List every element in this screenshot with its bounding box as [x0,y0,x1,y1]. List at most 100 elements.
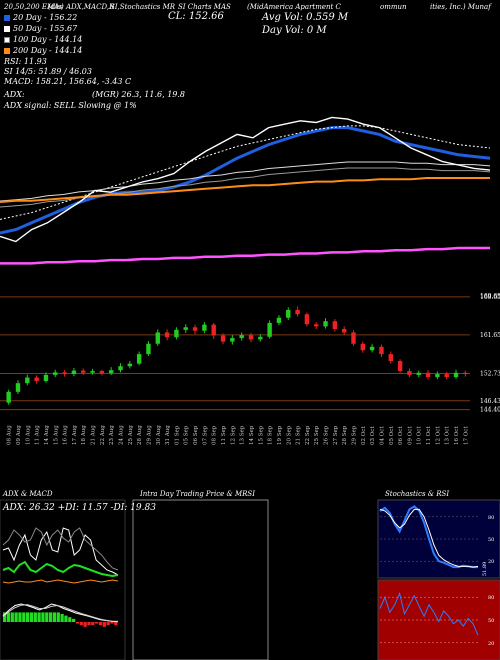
macd-hist-bar [26,612,30,622]
stochastics-panel-frame [377,499,500,579]
candle-body [444,374,449,378]
macd-hist-bar [114,622,118,626]
x-tick-label: 08 Sep [212,425,218,445]
macd-hist-bar [106,622,110,626]
level-label-top-dup: 169.65 [480,293,500,300]
header-line1-a: 20,50,200 EMAs [4,3,63,11]
candle-body [360,343,366,351]
x-tick-label: 17 Aug [72,425,78,445]
macd-hist-bar [3,612,7,622]
level-label-0: 169.65 [480,294,500,301]
candle-body [108,370,114,374]
candle-body [6,391,11,403]
header-line1-b: (dls) ADX,MACD,R [48,3,115,11]
legend-swatch-50 [4,26,10,32]
candle-body [90,371,95,373]
x-tick-label: 06 Sep [193,425,199,445]
day-volume: Day Vol: 0 M [262,25,327,36]
macd-hist-bar [91,622,95,626]
macd-hist-bar [37,612,41,622]
adx-signal: ADX signal: SELL Slowing @ 1% [4,101,137,110]
adx-line-adx_gray [2,527,119,571]
x-tick-label: 12 Sep [230,425,236,445]
macd-hist-bar [41,612,45,622]
candle-body [369,346,375,351]
candle-body [435,374,440,378]
candle-body [388,354,393,362]
legend-50-text: 50 Day - 155.67 [13,24,78,33]
x-tick-label: 14 Sep [249,425,255,445]
x-tick-label: 24 Aug [119,425,125,445]
macd-readout: MACD: 158.21, 156.64, -3.43 C [4,77,132,86]
candle-body [15,383,21,392]
x-tick-label: 01 Sep [174,425,180,445]
macd-line-macd_a [2,603,119,623]
candle-body [425,372,431,378]
macd-hist-bar [102,622,106,627]
x-tick-label: 28 Aug [137,425,143,445]
legend-swatch-20 [4,15,10,21]
close-price: CL: 152.66 [168,11,224,22]
candle-body [211,324,216,336]
x-tick-label: 04 Oct [379,426,385,445]
x-tick-label: 29 Sep [352,425,358,445]
macd-line-macd_b [2,604,119,622]
candle-body [164,332,170,338]
candle-body [304,314,310,325]
macd-hist-bar [29,612,34,622]
x-tick-label: 27 Sep [333,425,339,445]
x-tick-label: 10 Aug [25,425,31,445]
intraday-panel-title: Intra Day Trading Price & MRSI [140,490,255,498]
stoch-level-label: 20 [488,559,494,565]
candle-body [351,332,356,344]
adx-line-adx_green [2,560,119,578]
candle-body [62,372,67,375]
x-tick-label: 21 Sep [296,425,302,445]
macd-hist-bar [110,622,114,624]
adx-panel-frame [0,499,126,660]
x-tick-label: 14 Aug [44,425,50,445]
legend-swatch-200 [4,48,10,54]
x-tick-label: 12 Oct [435,426,441,445]
header-line1-d: SI Charts MAS [178,3,231,11]
macd-hist-bar [87,622,91,626]
stoch-level-label: 80 [488,515,494,521]
macd-hist-bar [22,612,26,622]
stoch-readout: SI 14/5: 51.89 / 46.03 [4,67,92,76]
legend-100-text: 100 Day - 144.14 [13,35,83,44]
level-label-1: 161.65 [480,332,500,339]
candle-body [183,327,188,330]
candle-body [71,370,77,375]
x-tick-label: 03 Oct [370,426,376,445]
adx-panel [2,527,119,627]
x-tick-label: 30 Aug [156,425,162,445]
adx-values: (MGR) 26.3, 11.6, 19.8 [92,90,185,99]
candle-body [463,372,468,375]
x-tick-label: 23 Aug [109,425,115,445]
candle-body [258,336,263,340]
x-tick-label: 26 Sep [324,425,330,445]
header-line1-e: (MidAmerica Apartment C [247,3,341,11]
macd-hist-bar [6,612,11,622]
candle-body [118,366,123,371]
candle-body [248,335,254,340]
macd-hist-bar [95,622,99,624]
candle-body [43,374,49,381]
candle-body [239,335,244,339]
rsi-readout: RSI: 11.93 [4,57,47,66]
adx-label: ADX: [4,90,25,99]
x-tick-label: 07 Sep [202,425,208,445]
ema-line-ema100 [0,161,491,202]
rsi-level-label: 50 [488,618,494,624]
candle-body [99,371,105,374]
x-tick-label: 16 Oct [454,426,460,445]
stoch-line-stoch_d [379,508,479,568]
x-tick-label: 09 Oct [407,426,413,445]
x-tick-label: 20 Sep [286,425,292,445]
candle-body [53,372,58,375]
candle-body [25,377,30,384]
x-tick-label: 02 Oct [361,426,367,445]
candle-body [155,332,160,344]
legend-200-day: 200 Day - 144.14 [4,46,82,55]
x-tick-label: 05 Oct [389,426,395,445]
